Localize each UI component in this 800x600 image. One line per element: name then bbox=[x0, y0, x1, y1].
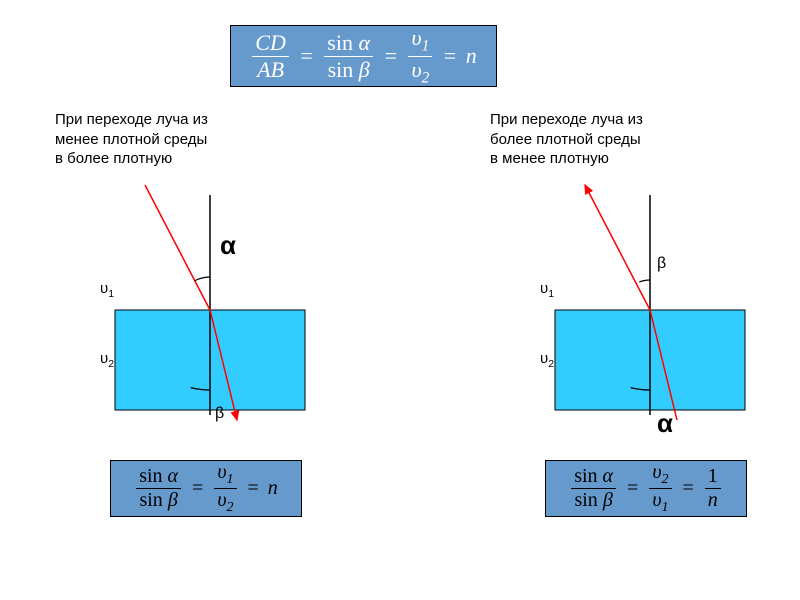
equals-2: = bbox=[385, 43, 397, 69]
lf-beta: β bbox=[168, 489, 178, 511]
diagram-svg bbox=[555, 195, 745, 425]
angle-arc-top bbox=[639, 280, 650, 282]
right-caption: При переходе луча изболее плотной средыв… bbox=[490, 110, 643, 169]
rf-beta: β bbox=[603, 489, 613, 511]
right-formula-box: sin αsin β = υ2υ1 = 1n bbox=[545, 460, 747, 517]
rf-sin-b: sin bbox=[574, 489, 597, 511]
u2-top: υ bbox=[411, 57, 421, 82]
rf-alpha: α bbox=[603, 465, 614, 487]
n-top: n bbox=[466, 43, 477, 68]
equals-3: = bbox=[444, 43, 456, 69]
lf-u1: υ bbox=[217, 461, 226, 483]
right-formula: sin αsin β = υ2υ1 = 1n bbox=[569, 461, 723, 516]
lf-n: n bbox=[268, 477, 278, 499]
top-formula-box: CDAB = sin αsin β = υ1υ2 = n bbox=[230, 25, 497, 87]
angle-label-top: β bbox=[657, 255, 666, 273]
lf-u2: υ bbox=[217, 489, 226, 511]
angle-label-bottom: α bbox=[657, 408, 673, 439]
ab-text: AB bbox=[252, 57, 289, 83]
alpha-top: α bbox=[358, 30, 370, 55]
cd-text: CD bbox=[252, 30, 289, 57]
right-diagram: βαυ1υ2 bbox=[555, 195, 745, 425]
left-caption: При переходе луча изменее плотной средыв… bbox=[55, 110, 208, 169]
ray-refracted bbox=[585, 185, 650, 310]
lf-s2: 2 bbox=[227, 500, 234, 515]
caption-line: в менее плотную bbox=[490, 149, 643, 169]
sin-b-top: sin bbox=[328, 57, 354, 82]
angle-label-bottom: β bbox=[215, 405, 224, 423]
caption-line: более плотной среды bbox=[490, 130, 643, 150]
velocity-label-1: υ1 bbox=[540, 280, 554, 300]
lf-s1: 1 bbox=[227, 472, 234, 487]
lf-sin-b: sin bbox=[139, 489, 162, 511]
caption-line: При переходе луча из bbox=[55, 110, 208, 130]
angle-arc-top bbox=[195, 277, 210, 281]
velocity-label-1: υ1 bbox=[100, 280, 114, 300]
u1sub-top: 1 bbox=[422, 38, 430, 55]
rf-one: 1 bbox=[705, 465, 721, 488]
u1-top: υ bbox=[411, 25, 421, 50]
lf-eq2: = bbox=[248, 477, 259, 500]
lf-alpha: α bbox=[168, 465, 179, 487]
rf-u2: υ bbox=[652, 461, 661, 483]
top-formula: CDAB = sin αsin β = υ1υ2 = n bbox=[250, 25, 476, 87]
ray-incident bbox=[145, 185, 210, 310]
rf-s1: 1 bbox=[662, 500, 669, 515]
caption-line: в более плотную bbox=[55, 149, 208, 169]
caption-line: менее плотной среды bbox=[55, 130, 208, 150]
left-diagram: αβυ1υ2 bbox=[115, 195, 305, 425]
sin-a-top: sin bbox=[327, 30, 353, 55]
caption-line: При переходе луча из bbox=[490, 110, 643, 130]
rf-s2: 2 bbox=[662, 472, 669, 487]
diagram-svg bbox=[115, 195, 305, 425]
beta-top: β bbox=[359, 57, 370, 82]
lf-eq1: = bbox=[192, 477, 203, 500]
lf-sin-a: sin bbox=[139, 465, 162, 487]
left-formula-box: sin αsin β = υ1υ2 = n bbox=[110, 460, 302, 517]
velocity-label-2: υ2 bbox=[540, 350, 554, 370]
u2sub-top: 2 bbox=[422, 69, 430, 86]
rf-eq2: = bbox=[683, 477, 694, 500]
left-formula: sin αsin β = υ1υ2 = n bbox=[134, 461, 278, 516]
angle-label-top: α bbox=[220, 230, 236, 261]
rf-sin-a: sin bbox=[574, 465, 597, 487]
rf-n: n bbox=[708, 489, 718, 511]
rf-u1: υ bbox=[652, 489, 661, 511]
rf-eq1: = bbox=[627, 477, 638, 500]
velocity-label-2: υ2 bbox=[100, 350, 114, 370]
equals-1: = bbox=[300, 43, 312, 69]
